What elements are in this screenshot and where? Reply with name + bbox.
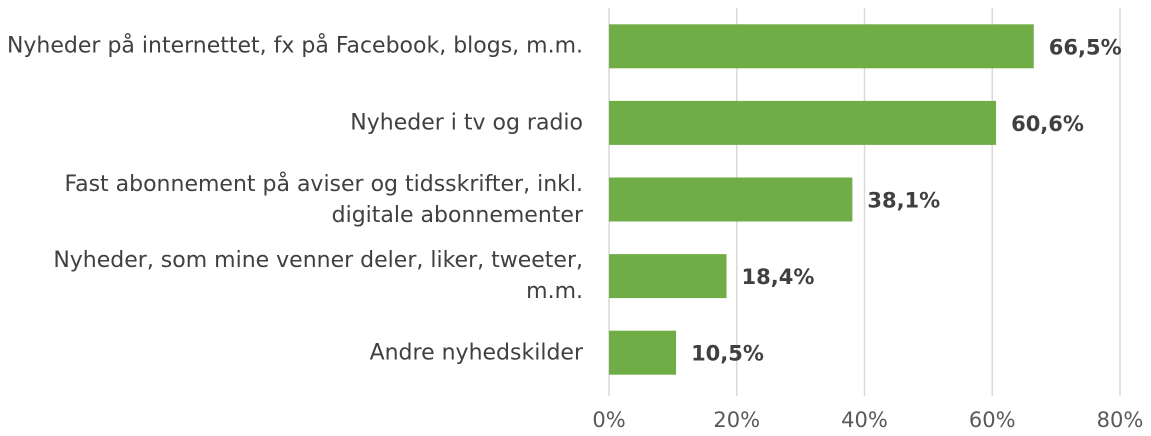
- data-label: 60,6%: [1011, 112, 1084, 136]
- x-tick-label: 40%: [841, 408, 888, 432]
- bar: [609, 254, 727, 299]
- x-tick-label: 60%: [969, 408, 1016, 432]
- category-label: Nyheder på internettet, fx på Facebook, …: [6, 33, 583, 59]
- category-label: Fast abonnement på aviser og tidsskrifte…: [64, 171, 583, 228]
- category-label: Nyheder, som mine venner deler, liker, t…: [53, 248, 583, 305]
- bar: [609, 100, 997, 145]
- x-tick-label: 0%: [592, 408, 625, 432]
- x-tick-label: 80%: [1097, 408, 1144, 432]
- bar: [609, 330, 677, 375]
- category-label: Andre nyhedskilder: [369, 340, 583, 366]
- x-tick-label: 20%: [713, 408, 760, 432]
- data-label: 18,4%: [742, 265, 815, 289]
- bar: [609, 24, 1034, 69]
- category-label: Nyheder i tv og radio: [350, 110, 583, 136]
- data-label: 66,5%: [1049, 35, 1122, 59]
- bar: [609, 177, 853, 222]
- data-label: 10,5%: [691, 342, 764, 366]
- data-label: 38,1%: [867, 189, 940, 213]
